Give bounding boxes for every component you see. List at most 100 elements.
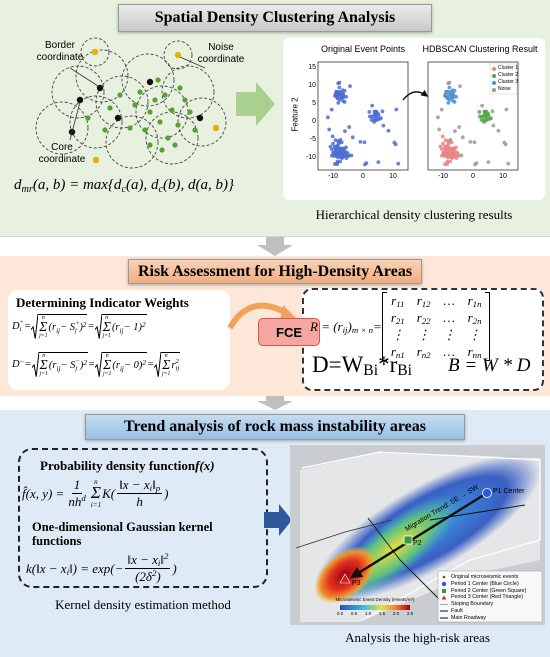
formula-text: = [87,321,95,333]
roadway [295,519,393,549]
formula-group: r 12 [417,293,431,309]
point [450,88,455,93]
formula-text: ) [164,485,169,501]
subscript: n2 [421,350,431,361]
stoping-boundary [301,451,541,621]
formula-group: r nn [468,344,482,360]
formula-text: K( [102,485,116,501]
operator: Σ [39,357,48,373]
superscript: d [81,493,86,504]
point [367,114,372,119]
x-tick-label: 10 [389,173,397,180]
circle [145,111,199,165]
arrow-head [280,305,298,322]
script-pair: − j [75,359,79,372]
superscript: 2 [175,358,179,366]
point [502,140,507,145]
core-points [68,78,204,136]
point [330,134,335,139]
formula-text: ) [172,560,177,576]
leader [179,56,206,69]
subscript: p [155,483,161,494]
point [458,84,462,89]
legend-symbol [442,589,446,593]
subscript: m × n [351,324,374,335]
point [137,89,143,95]
formula-text: − S [60,322,75,334]
subscript: j [75,364,78,372]
point [394,107,399,112]
point [446,100,451,105]
colorbar-tick: 0.0 [336,611,344,616]
formula-text: 1 [73,477,81,492]
y-tick-label: -10 [305,154,316,162]
point [486,160,491,165]
formula-text: d [14,177,22,193]
formula: B = W * D [448,355,530,377]
subscript: n1 [395,350,405,361]
scatter-points [326,63,518,167]
subscript: nn [472,350,482,361]
map-label: P2 [413,540,422,547]
legend-symbol [442,575,446,579]
formula-text: h [136,494,143,509]
formula-text: *r [378,352,398,377]
operator: Σ [90,483,101,503]
label: Noise coordinate [197,42,245,65]
superscript: − [19,357,25,366]
point [376,160,381,165]
formula-text: … [443,310,455,325]
matrix-cell: r 12 [417,293,431,309]
formula-text: D [12,359,20,371]
operator: Σ [103,357,112,373]
colorbar-tick: 1.0 [364,611,372,616]
upper-limit: n [164,353,168,359]
formula-text: (a), d [125,177,159,193]
point [159,147,165,153]
point [192,127,198,133]
circle [80,37,110,67]
point [490,109,495,114]
point [381,123,386,128]
point [326,115,330,120]
point [345,153,350,158]
formula-text: (r [48,360,57,372]
matrix-cell: r 1n [468,293,482,309]
y-tick-label: 15 [308,64,316,72]
radical-stroke [32,352,39,377]
formula-group: r 1n [468,293,482,309]
formula-text: f̂(x, y) = [22,485,65,501]
colorbar-tick: 0.5 [350,611,358,616]
subscript: ij [342,324,348,335]
point [455,153,460,158]
point [439,107,444,112]
point [338,149,343,154]
point [449,155,453,160]
subscript: c [158,183,163,195]
y-tick-label: 10 [308,82,316,90]
fault [367,517,441,601]
radical-sign [95,314,102,340]
point [182,97,188,103]
subscript: ij [119,364,124,373]
legend-entry: Fault [451,608,463,614]
upper-limit: n [94,477,98,486]
formula-text: ‖) = exp(− [69,560,124,576]
formula-text: ‖ [152,477,156,492]
radical-sign [31,314,38,340]
matrix-cell: r 11 [391,293,405,309]
point [447,85,452,90]
section-title: Spatial Density Clustering Analysis [118,4,432,32]
legend-entry: Cluster 1 [498,65,519,71]
formula-text: r [467,293,473,308]
point [373,109,377,114]
subscript: c [121,183,126,195]
circle [105,115,159,169]
subscript: i [149,483,153,494]
point [342,100,347,104]
matrix-cell: r n2 [417,344,431,360]
radical-sign [95,352,102,378]
